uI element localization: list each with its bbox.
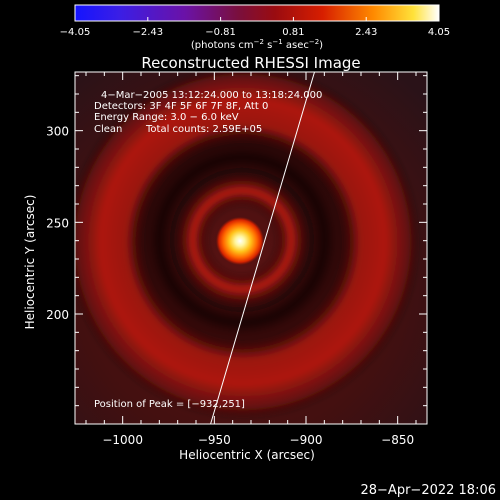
chart-title: Reconstructed RHESSI Image <box>141 54 360 72</box>
colorbar-tick-label: −0.81 <box>205 27 236 38</box>
annotations: 4−Mar−2005 13:12:24.000 to 13:18:24.000 … <box>94 90 322 410</box>
x-tick-label: −1000 <box>102 433 143 447</box>
x-axis-label: Heliocentric X (arcsec) <box>179 448 315 462</box>
annotation-method: Clean <box>94 124 122 135</box>
colorbar-units: (photons cm−2 s−1 asec−2) <box>191 38 323 51</box>
colorbar-tick-label: 4.05 <box>428 27 450 38</box>
x-tick-label: −900 <box>290 433 323 447</box>
timestamp: 28−Apr−2022 18:06 <box>361 483 497 498</box>
colorbar: −4.05 −2.43 −0.81 0.81 2.43 4.05 (photons cm−… <box>60 4 450 51</box>
y-tick-label: 250 <box>46 216 69 230</box>
y-axis-ticks: 200 250 300 <box>46 75 427 407</box>
annotation-detectors: Detectors: 3F 4F 5F 6F 7F 8F, Att 0 <box>94 101 268 112</box>
heatmap-image <box>75 72 427 424</box>
colorbar-tick-label: 0.81 <box>282 27 304 38</box>
y-tick-label: 200 <box>46 308 69 322</box>
annotation-energy-range: Energy Range: 3.0 − 6.0 keV <box>94 112 239 123</box>
colorbar-ticks: −4.05 −2.43 −0.81 0.81 2.43 4.05 <box>60 17 450 38</box>
x-tick-label: −850 <box>381 433 414 447</box>
y-tick-label: 300 <box>46 125 69 139</box>
colorbar-gradient <box>74 4 440 22</box>
colorbar-tick-label: −2.43 <box>132 27 163 38</box>
y-axis-label: Heliocentric Y (arcsec) <box>23 195 37 330</box>
colorbar-tick-label: −4.05 <box>60 27 91 38</box>
solar-limb-line <box>210 72 316 424</box>
annotation-peak-position: Position of Peak = [−932,251] <box>94 399 245 410</box>
annotation-time-range: 4−Mar−2005 13:12:24.000 to 13:18:24.000 <box>101 90 322 101</box>
source-core <box>216 217 264 265</box>
x-tick-label: −950 <box>198 433 231 447</box>
x-axis-ticks: −1000 −950 −900 −850 <box>85 72 417 447</box>
annotation-total-counts: Total counts: 2.59E+05 <box>145 124 262 135</box>
colorbar-tick-label: 2.43 <box>355 27 377 38</box>
